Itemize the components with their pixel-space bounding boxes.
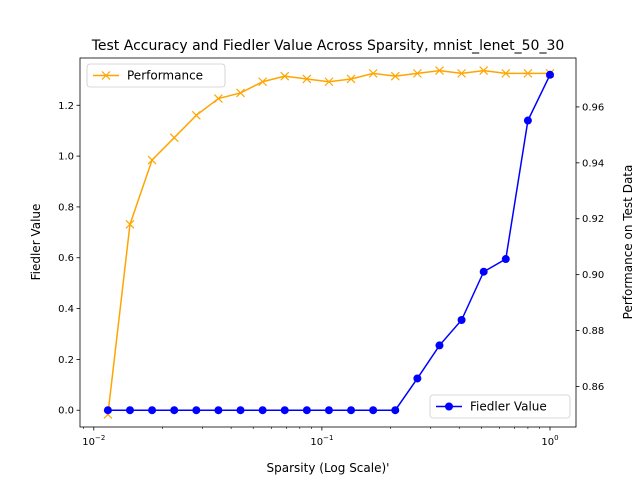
data-point [523,116,532,125]
data-point [125,219,135,229]
data-point [280,406,289,415]
data-point [390,71,400,81]
plot-area: 10−2 10−1 1000.00.20.40.60.81.01.20.860.88… [58,57,604,448]
legend-box [429,394,571,419]
data-point [457,316,466,325]
x-tick-label: 100 [541,434,558,448]
data-point [302,406,311,415]
y-right-tick-label: 0.96 [582,102,604,113]
data-point [369,406,378,415]
data-point [147,155,157,165]
data-point [103,406,112,415]
data-point [413,374,422,383]
data-point [501,255,510,264]
data-point [236,88,245,98]
legend-label: Fiedler Value [470,400,547,414]
legend-label: Performance [127,69,203,83]
y-right-tick-label: 0.90 [582,270,604,281]
x-tick-base: 10 [82,437,95,448]
x-tick-label: 10−2 [82,434,105,448]
data-point [191,110,201,120]
data-point [214,406,223,415]
data-point [346,74,356,84]
data-point [324,77,334,87]
y-right-tick-label: 0.86 [582,382,604,393]
x-tick-label: 10−1 [310,434,333,448]
y-axis-right-label: Performance on Test Data [621,165,635,320]
y-left-tick-label: 0.0 [58,406,74,417]
data-point [258,406,267,415]
data-point [125,406,134,415]
data-point [192,406,201,415]
y-left-tick-label: 0.6 [58,253,74,264]
y-left-tick-label: 0.4 [58,304,74,315]
data-point [457,68,467,78]
data-point [435,66,444,76]
data-point [302,74,312,84]
y-right-tick-label: 0.88 [582,326,604,337]
x-tick-base: 10 [541,437,554,448]
y-right-tick-label: 0.94 [582,158,604,169]
legend-fiedler: Fiedler Value [429,394,571,419]
data-point [412,68,422,78]
data-point [258,77,268,87]
x-tick-exponent: −2 [95,434,105,442]
data-point [347,406,356,415]
legend-performance: Performance [86,63,226,88]
legend-swatch-marker [101,71,111,80]
x-axis-label: Sparsity (Log Scale)' [267,461,390,475]
data-point [368,68,378,78]
data-point [479,267,488,276]
data-point [324,406,333,415]
y-left-tick-label: 1.2 [58,101,74,112]
data-point [501,68,511,78]
data-point [236,406,245,415]
data-point [280,71,290,81]
data-point [148,406,157,415]
data-point [170,406,179,415]
y-axis-left-label: Fiedler Value [29,204,43,281]
y-right-tick-label: 0.92 [582,214,604,225]
y-left-tick-label: 0.2 [58,355,74,366]
y-left-tick-label: 1.0 [58,152,74,163]
y-left-tick-label: 0.8 [58,202,74,213]
legend-swatch-marker [445,402,453,411]
x-tick-exponent: 0 [554,434,558,442]
data-point [169,133,179,143]
data-point [435,341,444,350]
data-point [523,68,533,78]
chart-title: Test Accuracy and Fiedler Value Across S… [91,38,565,54]
x-tick-base: 10 [310,437,323,448]
data-point [479,66,489,76]
data-point [391,406,400,415]
data-point [546,70,555,79]
x-tick-exponent: −1 [323,434,333,442]
data-point [213,94,223,103]
axes-frame [79,57,577,428]
legend-box [86,63,226,88]
